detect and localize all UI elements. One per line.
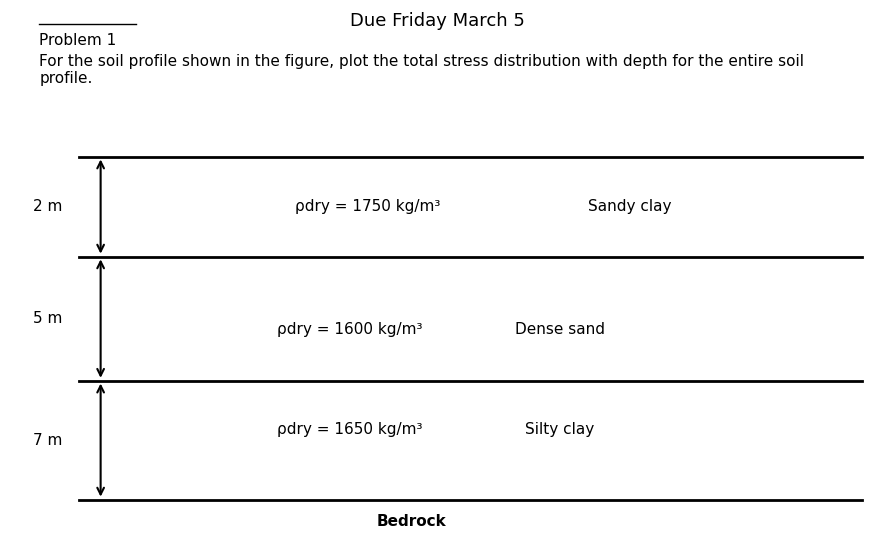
Text: ρdry = 1650 kg/m³: ρdry = 1650 kg/m³ <box>277 422 423 437</box>
Text: Due Friday March 5: Due Friday March 5 <box>350 12 525 30</box>
Text: Bedrock: Bedrock <box>376 514 446 529</box>
Text: ρdry = 1750 kg/m³: ρdry = 1750 kg/m³ <box>295 199 440 214</box>
Text: Sandy clay: Sandy clay <box>588 199 672 214</box>
Text: For the soil profile shown in the figure, plot the total stress distribution wit: For the soil profile shown in the figure… <box>39 54 804 69</box>
Text: profile.: profile. <box>39 71 93 86</box>
Text: Silty clay: Silty clay <box>525 422 595 437</box>
Text: ρdry = 1600 kg/m³: ρdry = 1600 kg/m³ <box>277 322 423 337</box>
Text: Problem 1: Problem 1 <box>39 33 116 49</box>
Text: 2 m: 2 m <box>33 199 63 214</box>
Text: 5 m: 5 m <box>33 311 63 326</box>
Text: 7 m: 7 m <box>33 433 63 448</box>
Text: Dense sand: Dense sand <box>515 322 605 337</box>
